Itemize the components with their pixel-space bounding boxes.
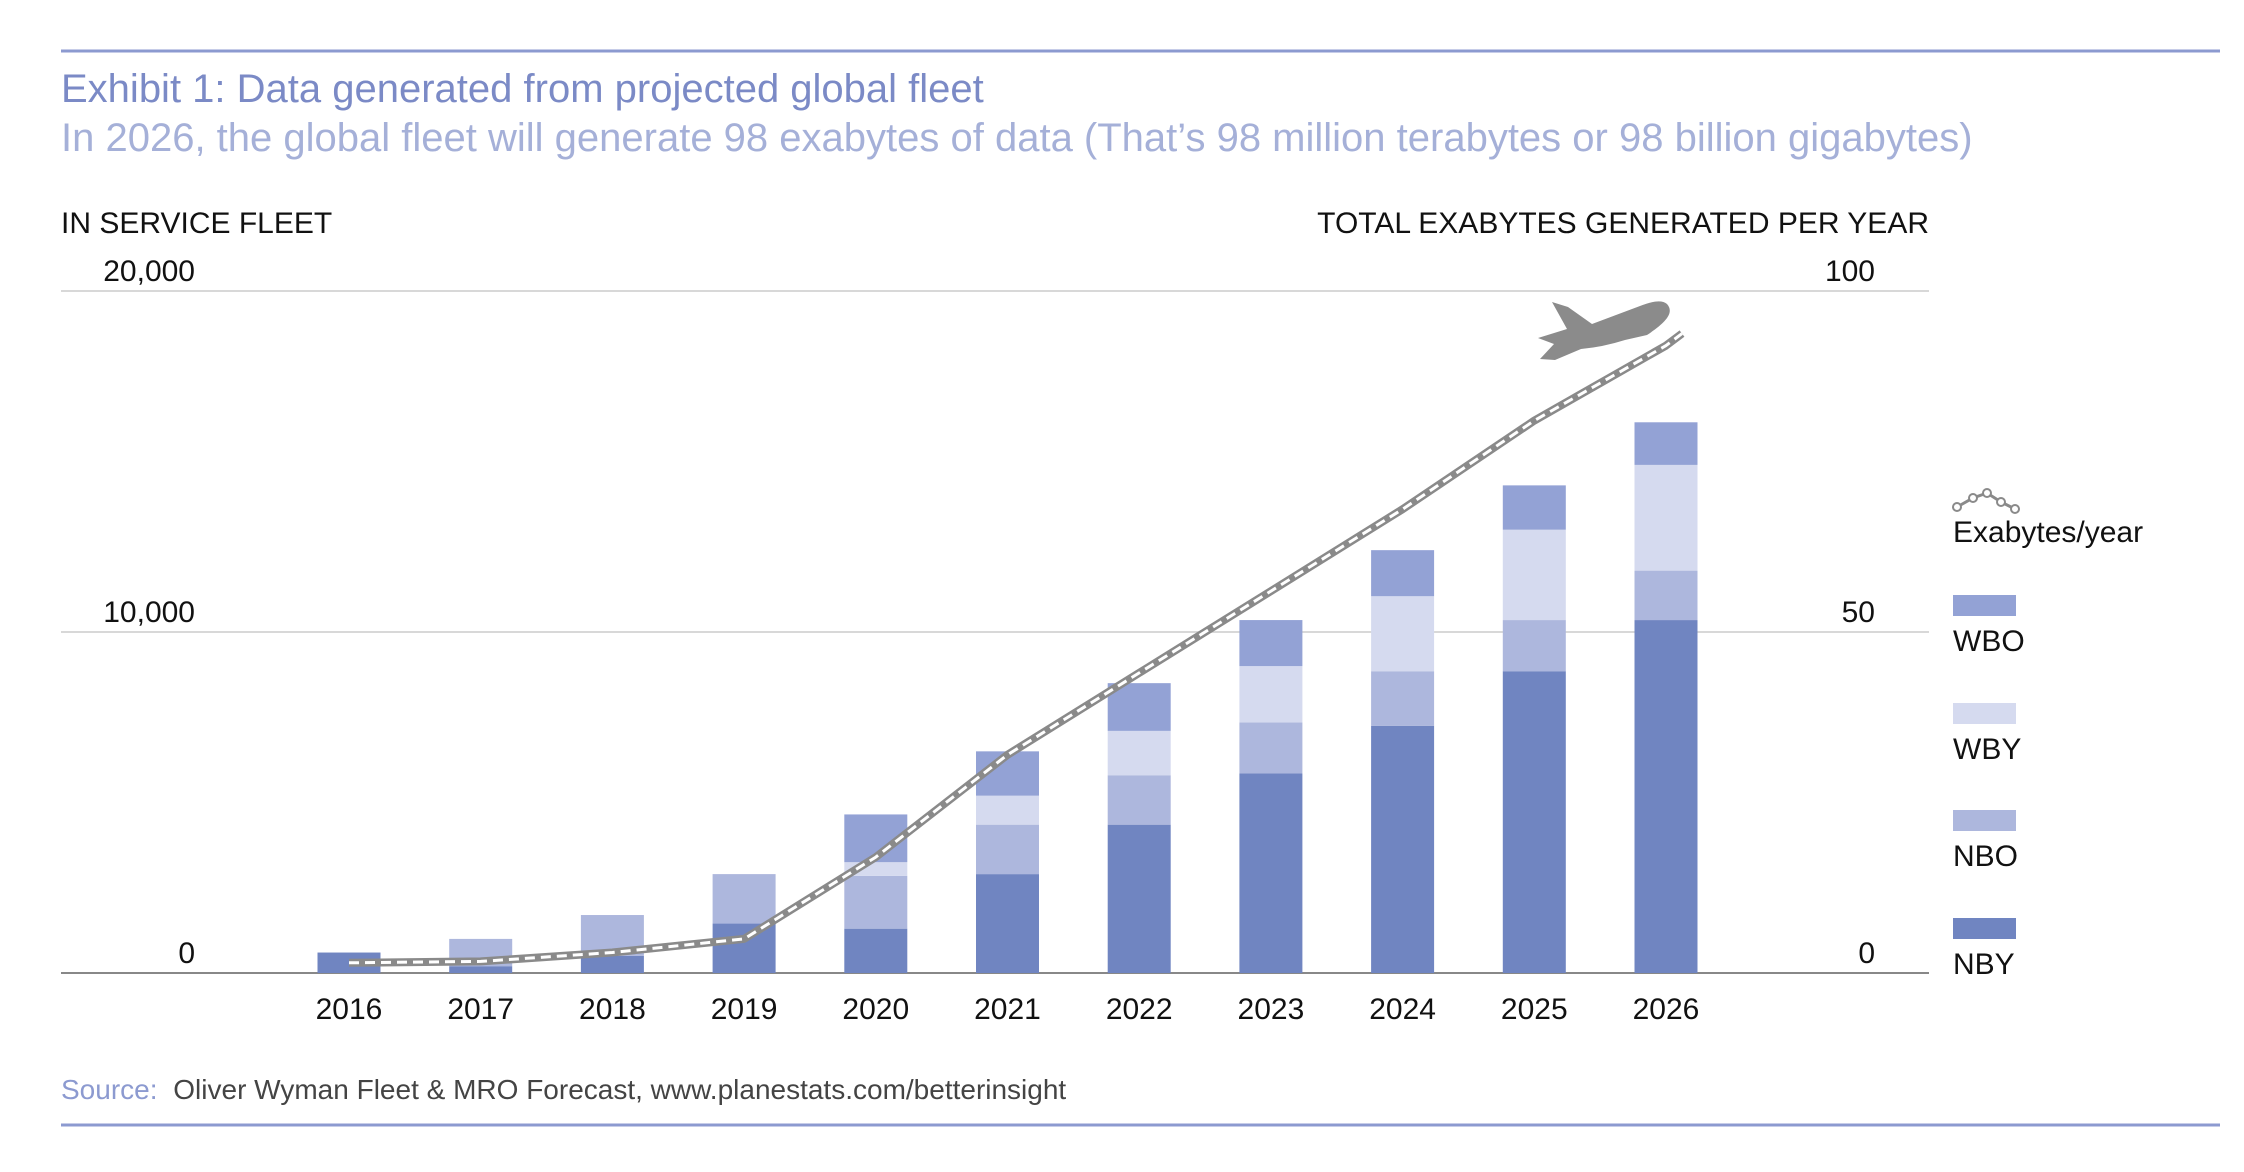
- source-text: Oliver Wyman Fleet & MRO Forecast, www.p…: [173, 1074, 1066, 1105]
- x-tick-label: 2016: [316, 993, 383, 1026]
- line-series-inner: [348, 332, 1683, 965]
- right-tick-label: 0: [1858, 937, 1875, 970]
- bar-segment-nbo: [976, 824, 1039, 875]
- x-tick-label: 2024: [1369, 993, 1436, 1026]
- legend-label-wby: WBY: [1953, 733, 2021, 766]
- bar-segment-wbo: [1239, 620, 1303, 667]
- legend-label-nbo: NBO: [1953, 840, 2018, 873]
- bar-segment-nbo: [1371, 671, 1435, 726]
- bar-segment-nby: [1107, 824, 1171, 973]
- x-tick-label: 2020: [842, 993, 909, 1026]
- x-tick-label: 2025: [1501, 993, 1568, 1026]
- bar-segment-wbo: [1634, 422, 1698, 465]
- bar-segment-nbo: [1634, 570, 1698, 621]
- legend-swatch-wbo: [1953, 595, 2016, 616]
- legend-swatch-wby: [1953, 703, 2016, 724]
- legend-label-nby: NBY: [1953, 948, 2015, 981]
- axis-ticks: 0 10,000 20,000 0 50 100: [103, 255, 1875, 970]
- x-tick-labels: 2016 2017 2018 2019 2020 2021 2022 2023 2024 2025…: [316, 993, 1700, 1026]
- x-tick-label: 2019: [711, 993, 778, 1026]
- bar-segment-wby: [1107, 730, 1171, 776]
- legend-swatch-nby: [1953, 918, 2016, 939]
- bar-segment-nby: [1634, 620, 1698, 973]
- legend-label-exabytes: Exabytes/year: [1953, 516, 2143, 549]
- x-tick-label: 2023: [1238, 993, 1305, 1026]
- source-label: Source:: [61, 1074, 158, 1105]
- airplane-icon: [1538, 301, 1670, 360]
- legend-line-marker: [1952, 502, 1962, 512]
- legend-line-marker: [2010, 504, 2020, 514]
- bar-segment-nby: [1371, 725, 1435, 973]
- bar-segment-nbo: [844, 875, 908, 929]
- bar-segment-nbo: [1107, 775, 1171, 825]
- page-subtitle: In 2026, the global fleet will generate …: [61, 116, 1973, 160]
- exabytes-line: [348, 330, 1685, 967]
- legend-line-marker: [1968, 493, 1978, 503]
- left-tick-label: 10,000: [103, 596, 195, 629]
- x-tick-label: 2018: [579, 993, 646, 1026]
- bar-segment-nby: [976, 874, 1039, 973]
- bar-segment-wby: [1502, 529, 1566, 621]
- x-tick-label: 2021: [974, 993, 1041, 1026]
- legend-label-wbo: WBO: [1953, 625, 2025, 658]
- bar-segment-nby: [449, 966, 513, 973]
- right-tick-label: 100: [1825, 255, 1875, 288]
- bar-segment-wby: [1634, 464, 1698, 571]
- left-tick-label: 0: [178, 937, 195, 970]
- bar-segment-nbo: [712, 874, 776, 924]
- legend-swatch-nbo: [1953, 810, 2016, 831]
- left-axis-label: IN SERVICE FLEET: [61, 207, 332, 240]
- right-tick-label: 50: [1842, 596, 1875, 629]
- legend-line-marker: [1982, 488, 1992, 498]
- left-tick-label: 20,000: [103, 255, 195, 288]
- x-tick-label: 2022: [1106, 993, 1173, 1026]
- bar-segment-wbo: [1371, 550, 1435, 597]
- bar-segment-nbo: [1502, 620, 1566, 672]
- right-axis-label: TOTAL EXABYTES GENERATED PER YEAR: [1317, 207, 1929, 240]
- bar-segment-nby: [1239, 773, 1303, 973]
- x-tick-label: 2017: [447, 993, 514, 1026]
- source-note: Source: Oliver Wyman Fleet & MRO Forecas…: [61, 1074, 1066, 1105]
- bar-segment-wby: [1371, 596, 1435, 672]
- legend-line-marker: [1996, 497, 2006, 507]
- stacked-bars: [317, 422, 1698, 973]
- bar-segment-wby: [976, 795, 1039, 825]
- legend: Exabytes/year WBO WBY NBO NBY: [1952, 488, 2143, 981]
- x-tick-label: 2026: [1633, 993, 1700, 1026]
- bar-segment-nby: [844, 928, 908, 973]
- bar-segment-nby: [1502, 671, 1566, 973]
- bar-segment-nby: [580, 955, 644, 973]
- page-title: Exhibit 1: Data generated from projected…: [61, 67, 984, 111]
- bar-segment-wbo: [1107, 683, 1171, 731]
- bar-segment-nbo: [1239, 722, 1303, 774]
- bar-segment-nby: [712, 923, 776, 973]
- bar-segment-wby: [1239, 666, 1303, 723]
- bar-segment-wbo: [1502, 485, 1566, 530]
